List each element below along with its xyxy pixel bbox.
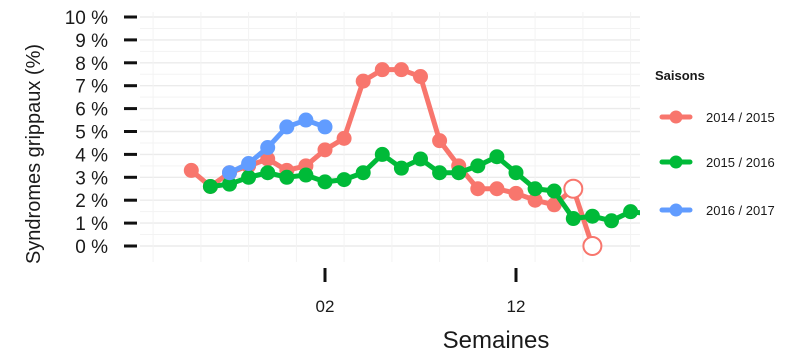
highlight-marker — [563, 178, 584, 199]
data-point — [279, 169, 295, 185]
data-point — [413, 151, 428, 167]
y-tick-label: 10 % — [65, 8, 108, 29]
data-point — [317, 142, 333, 158]
y-tick-label: 6 % — [75, 100, 108, 121]
data-point — [336, 130, 352, 146]
y-tick-label: 8 % — [75, 54, 108, 75]
legend-key-point — [669, 110, 683, 124]
y-tick-label: 5 % — [75, 123, 108, 144]
y-tick-label: 2 % — [75, 191, 108, 212]
data-point — [260, 165, 276, 181]
data-point — [527, 181, 543, 197]
grid — [140, 12, 640, 262]
data-point — [508, 185, 524, 201]
data-point — [584, 208, 600, 224]
data-point — [317, 119, 333, 135]
data-point — [623, 204, 639, 220]
legend: Saisons 2014 / 2015 2015 / 2016 2016 / 201… — [655, 68, 775, 218]
data-point — [470, 158, 486, 174]
data-point — [241, 156, 257, 172]
data-point — [222, 176, 237, 192]
data-point — [393, 160, 409, 176]
data-point — [355, 165, 371, 181]
data-point — [183, 162, 199, 178]
y-axis-title: Syndromes grippaux (%) — [23, 44, 45, 264]
series-layer — [183, 62, 657, 256]
y-tick-label: 4 % — [75, 145, 108, 166]
data-point — [546, 197, 562, 213]
data-point — [241, 169, 257, 185]
legend-label: 2014 / 2015 — [706, 110, 775, 125]
data-point — [298, 112, 314, 128]
y-tick-label: 1 % — [75, 214, 108, 235]
series-line — [188, 67, 595, 249]
data-point — [432, 165, 448, 181]
data-point — [565, 211, 581, 227]
data-point — [260, 151, 276, 167]
axes: 0 %1 %2 %3 %4 %5 %6 %7 %8 %9 %10 % 02 12 — [65, 8, 526, 316]
y-tick-label: 3 % — [75, 168, 108, 189]
data-point — [527, 192, 543, 208]
data-point — [451, 165, 467, 181]
data-point — [489, 181, 505, 197]
data-point — [279, 119, 295, 135]
data-point — [508, 165, 524, 181]
data-point — [374, 146, 390, 162]
y-tick-label: 0 % — [75, 237, 108, 258]
x-axis-title: Semaines — [443, 327, 550, 354]
data-point — [470, 181, 486, 197]
legend-key-point — [669, 155, 683, 169]
data-point — [432, 133, 448, 149]
data-point — [298, 167, 314, 183]
data-point — [202, 178, 218, 194]
data-point — [222, 165, 237, 181]
data-point — [546, 183, 562, 199]
data-point — [374, 62, 390, 78]
legend-key-point — [669, 203, 683, 217]
data-point — [604, 213, 619, 229]
data-point — [317, 174, 333, 190]
data-point — [393, 62, 409, 78]
data-point — [642, 206, 657, 221]
y-tick-label: 7 % — [75, 77, 108, 98]
data-point — [489, 149, 505, 165]
y-tick-label: 9 % — [75, 31, 108, 52]
data-point — [355, 73, 371, 89]
data-point — [336, 172, 352, 188]
data-point — [413, 69, 428, 85]
x-tick-label: 12 — [507, 297, 526, 316]
data-point — [260, 140, 276, 156]
x-tick-label: 02 — [316, 297, 335, 316]
highlight-marker — [582, 236, 603, 256]
legend-label: 2015 / 2016 — [706, 155, 775, 170]
legend-title: Saisons — [655, 68, 705, 83]
legend-label: 2016 / 2017 — [706, 203, 775, 218]
